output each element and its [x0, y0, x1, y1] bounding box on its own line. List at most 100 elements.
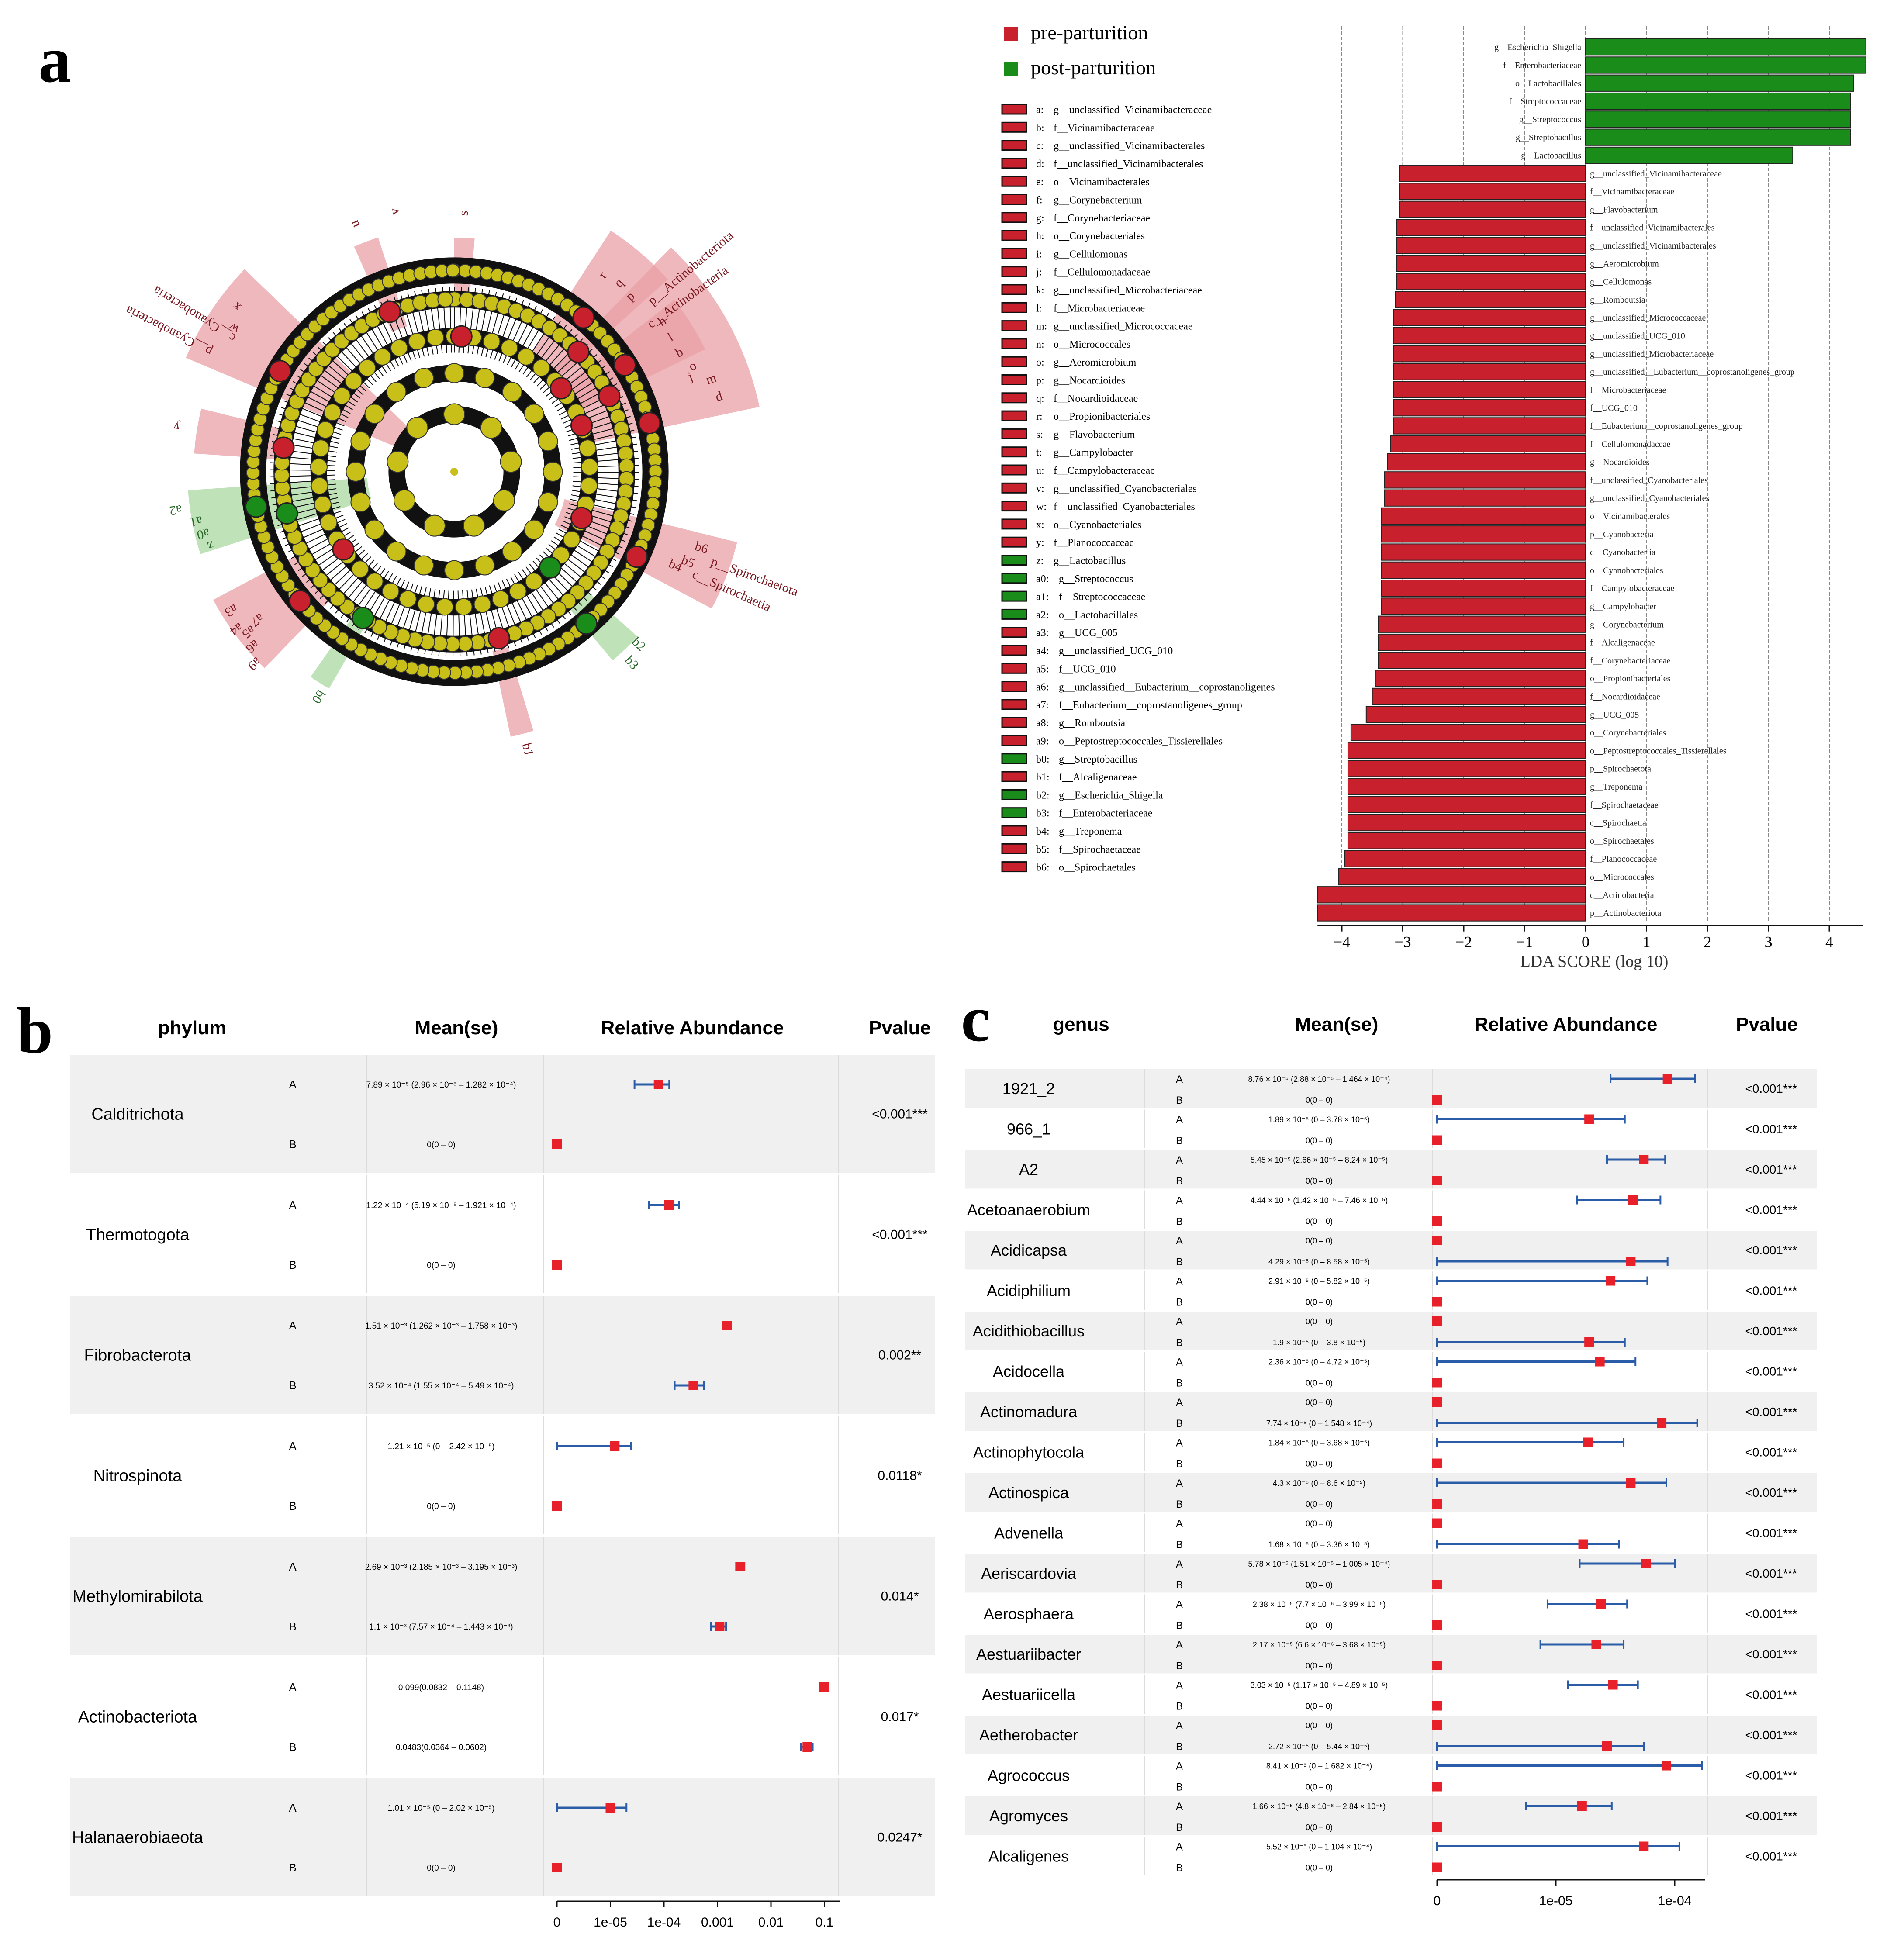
group-label: B [1176, 1579, 1183, 1591]
mean-marker [1432, 1661, 1442, 1670]
key-swatch [1001, 501, 1027, 512]
row-background [965, 1231, 1817, 1270]
row-name: Aestuariicella [982, 1685, 1076, 1703]
row-pvalue: 0.014* [881, 1589, 919, 1604]
mean-se: 0(0 – 0) [1306, 1298, 1333, 1307]
lda-bar-label: g__unclassified_UCG_010 [1590, 331, 1685, 341]
lda-bar [1399, 200, 1586, 218]
row-pvalue: <0.001*** [1745, 1284, 1797, 1298]
mean-se: 0(0 – 0) [1306, 1721, 1333, 1730]
key-swatch [1001, 555, 1027, 566]
mean-se: 7.74 × 10⁻⁵ (0 – 1.548 × 10⁻⁴) [1266, 1419, 1372, 1428]
lda-bar-label: g__Romboutsia [1590, 295, 1645, 305]
row-name: Aetherobacter [979, 1726, 1078, 1744]
mean-marker [1432, 1297, 1442, 1307]
key-swatch [1001, 663, 1027, 674]
clade-node [364, 519, 385, 540]
lda-bar-label: g__UCG_005 [1590, 710, 1639, 720]
clade-node [386, 382, 407, 402]
group-label: B [1176, 1297, 1183, 1309]
key-letter: c: [1036, 141, 1044, 152]
mean-marker [1432, 1135, 1442, 1145]
mean-se: 0(0 – 0) [1306, 1136, 1333, 1145]
row-pvalue: <0.001*** [1745, 1405, 1797, 1419]
group-label: B [1176, 1216, 1183, 1228]
key-letter: w: [1036, 501, 1047, 513]
key-letter: o: [1036, 357, 1044, 368]
clade-node [394, 489, 416, 511]
lda-bar-label: g__unclassified_Micrococcaceae [1590, 313, 1706, 323]
key-letter: a4: [1036, 646, 1049, 657]
mean-se: 4.29 × 10⁻⁵ (0 – 8.58 × 10⁻⁵) [1268, 1257, 1370, 1266]
clade-node-enriched-post [352, 607, 374, 629]
key-letter: g: [1036, 213, 1044, 224]
lda-bar-label: f__Eubacterium__coprostanoligenes_group [1590, 421, 1743, 431]
clade-label: u [347, 218, 363, 230]
group-label: A [1176, 1761, 1183, 1772]
row-pvalue: 0.017* [881, 1710, 919, 1724]
key-swatch [1001, 627, 1027, 638]
key-taxon: o__Propionibacteriales [1054, 411, 1150, 422]
lda-bar-label: f__Planococcaceae [1590, 854, 1657, 864]
key-letter: b2: [1036, 790, 1050, 801]
clade-label: a1 [189, 513, 204, 529]
key-taxon: g__Lactobacillus [1054, 556, 1126, 567]
group-label: A [289, 1560, 297, 1573]
key-letter: a9: [1036, 736, 1049, 747]
key-taxon: f__Microbacteriaceae [1054, 303, 1145, 314]
mean-marker [1432, 1397, 1442, 1407]
group-label: A [289, 1319, 297, 1332]
group-label: A [1176, 1558, 1183, 1570]
lda-bar [1378, 652, 1586, 669]
group-label: B [1176, 1620, 1183, 1632]
key-letter: h: [1036, 231, 1044, 242]
key-letter: a8: [1036, 718, 1049, 729]
lda-bar [1347, 796, 1586, 813]
clade-node [324, 404, 342, 421]
lda-bar [1381, 507, 1586, 525]
lda-bar [1396, 255, 1586, 272]
mean-se: 0(0 – 0) [1306, 1783, 1333, 1792]
key-taxon: g__Campylobacter [1054, 447, 1133, 459]
lda-bar [1387, 453, 1586, 471]
clade-node-enriched-pre [378, 300, 401, 323]
clade-node [399, 590, 417, 608]
group-label: A [1176, 1357, 1183, 1368]
group-label: B [289, 1861, 296, 1874]
row-pvalue: <0.001*** [1745, 1446, 1797, 1459]
clade-node [543, 462, 563, 482]
key-taxon: f__Spirochaetaceae [1059, 844, 1141, 855]
group-label: B [289, 1740, 296, 1754]
x-tick-label: −1 [1516, 933, 1533, 951]
lda-bar-label: f__Campylobacteraceae [1590, 584, 1674, 594]
mean-se: 0(0 – 0) [1306, 1864, 1333, 1872]
lda-bar-label: c__Actinobacteria [1590, 891, 1654, 900]
lda-bar [1317, 904, 1586, 922]
clade-node-enriched-pre [570, 414, 593, 437]
group-label: B [1176, 1337, 1183, 1349]
row-name: Agromyces [989, 1807, 1068, 1825]
cladogram-key-legend: pre-parturition post-parturition a: g__uncl… [1001, 21, 1275, 874]
key-letter: e: [1036, 176, 1044, 188]
key-letter: a7: [1036, 700, 1049, 711]
key-swatch [1001, 284, 1027, 295]
clade-node [581, 458, 599, 476]
group-label: A [1176, 1680, 1183, 1692]
key-letter: a0: [1036, 573, 1049, 585]
x-tick-label: 0.001 [701, 1915, 734, 1930]
key-swatch [1001, 807, 1027, 818]
lda-bar-label: g__Lactobacillus [1521, 151, 1581, 160]
clade-node [579, 439, 597, 457]
lda-bar [1317, 886, 1586, 904]
lda-bar [1393, 327, 1586, 345]
lda-bar-label: o__Spirochaetales [1590, 836, 1654, 846]
mean-marker [1591, 1640, 1601, 1649]
mean-marker [1661, 1761, 1671, 1771]
row-pvalue: <0.001*** [1745, 1688, 1797, 1702]
lda-bar [1378, 615, 1586, 633]
clade-node [414, 555, 434, 576]
x-tick-label: 2 [1704, 933, 1711, 951]
key-swatch [1001, 230, 1027, 241]
row-pvalue: <0.001*** [1745, 1769, 1797, 1782]
key-swatch [1001, 789, 1027, 800]
